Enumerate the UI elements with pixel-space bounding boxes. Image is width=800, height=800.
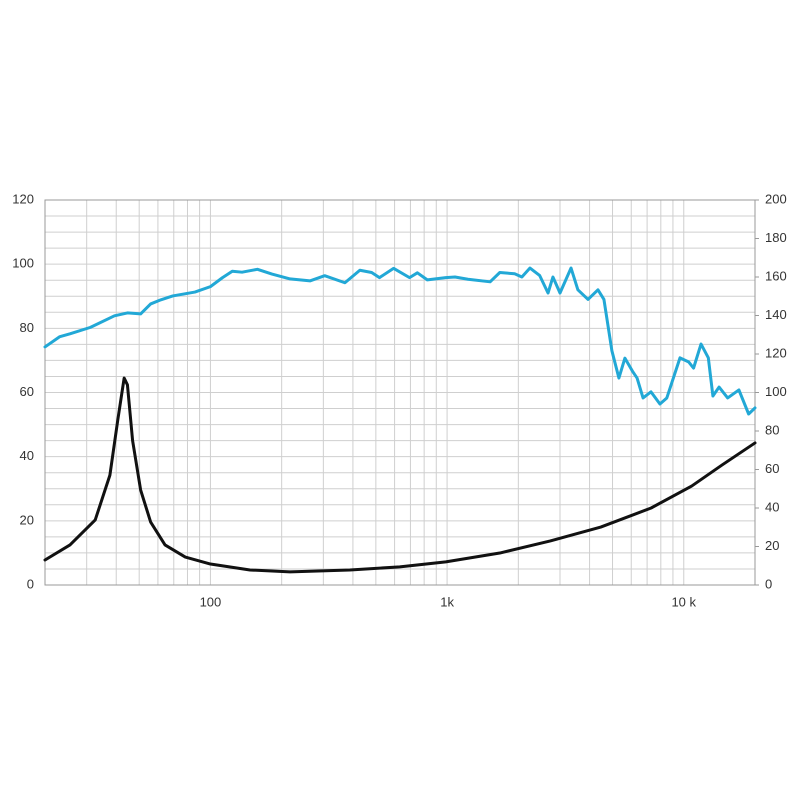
y2-tick-label: 20 bbox=[765, 538, 779, 553]
y2-tick-label: 160 bbox=[765, 268, 787, 283]
y2-tick-label: 140 bbox=[765, 307, 787, 322]
x-tick-label: 1k bbox=[440, 594, 454, 609]
y2-tick-label: 80 bbox=[765, 422, 779, 437]
y-tick-label: 40 bbox=[20, 448, 34, 463]
y2-tick-label: 200 bbox=[765, 191, 787, 206]
y2-tick-label: 40 bbox=[765, 499, 779, 514]
series-line bbox=[43, 266, 757, 416]
y2-tick-label: 60 bbox=[765, 461, 779, 476]
y2-tick-label: 100 bbox=[765, 384, 787, 399]
y2-tick-label: 180 bbox=[765, 230, 787, 245]
x-tick-label: 10 k bbox=[671, 594, 696, 609]
y-tick-label: 0 bbox=[27, 576, 34, 591]
y-tick-label: 80 bbox=[20, 320, 34, 335]
y-tick-label: 60 bbox=[20, 384, 34, 399]
y-tick-label: 120 bbox=[12, 191, 34, 206]
x-tick-label: 100 bbox=[200, 594, 222, 609]
y-tick-label: 100 bbox=[12, 256, 34, 271]
plot-frame bbox=[44, 199, 756, 586]
y2-tick-label: 0 bbox=[765, 576, 772, 591]
series-line bbox=[43, 376, 757, 574]
y-tick-label: 20 bbox=[20, 512, 34, 527]
y2-tick-label: 120 bbox=[765, 345, 787, 360]
